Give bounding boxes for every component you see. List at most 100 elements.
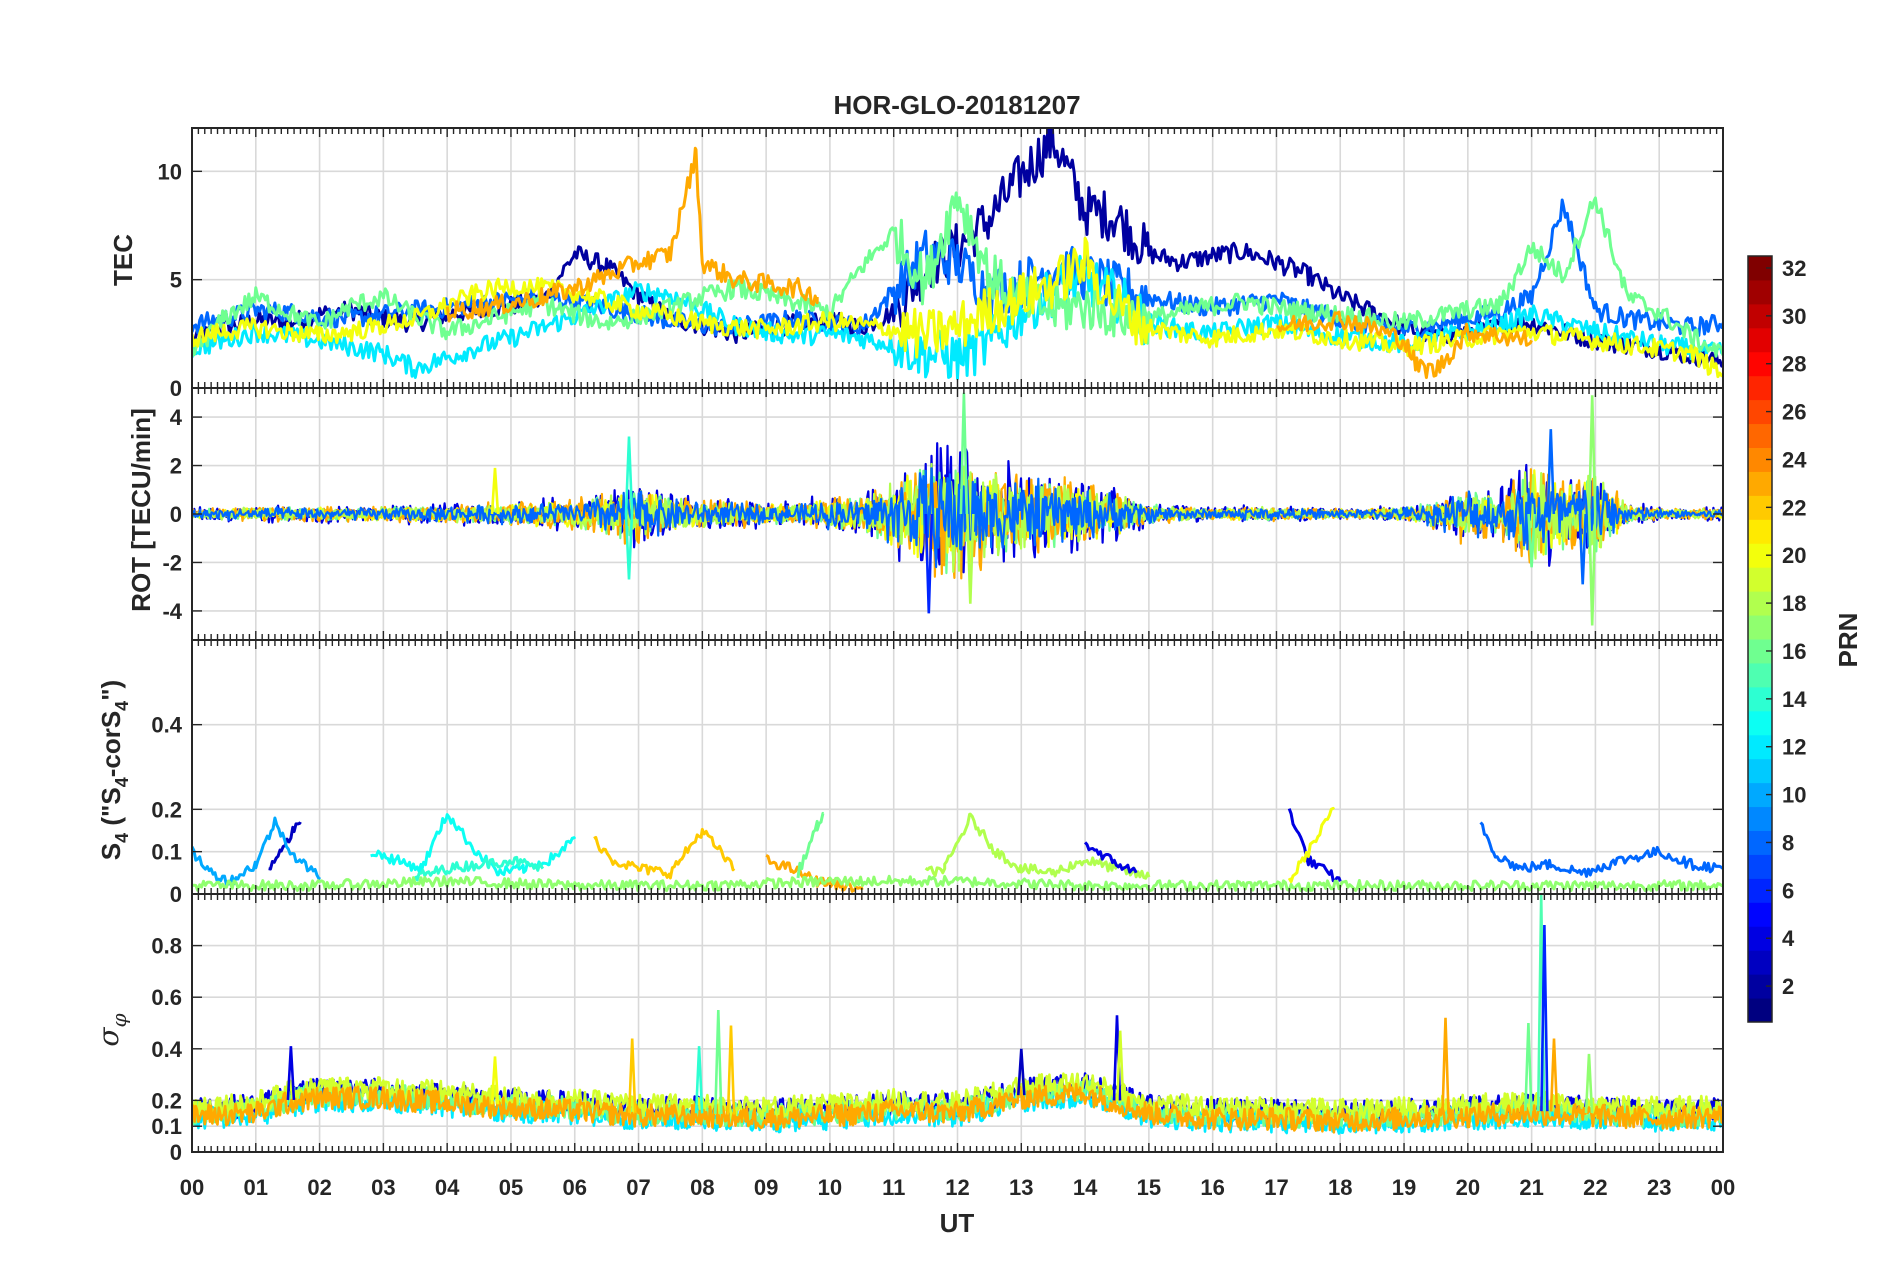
x-tick-label: 01 [244, 1175, 268, 1200]
sigma-spike [726, 1025, 736, 1115]
x-tick-label: 19 [1392, 1175, 1416, 1200]
colorbar-segment [1748, 950, 1772, 975]
sigma-spike [286, 1046, 296, 1100]
colorbar-segment [1748, 279, 1772, 305]
x-tick-label: 08 [690, 1175, 714, 1200]
x-tick-label: 04 [435, 1175, 460, 1200]
colorbar-segment [1748, 758, 1772, 784]
s4-y-label: S4 ("S4-corS4") [96, 680, 132, 860]
sigma-ytick-label: 0.6 [151, 985, 182, 1010]
s4-series-prn-22 [593, 827, 736, 880]
colorbar-label: PRN [1833, 613, 1863, 668]
colorbar-segment [1748, 662, 1772, 688]
rot-spike [1587, 395, 1597, 515]
x-tick-label: 07 [626, 1175, 650, 1200]
colorbar-tick-label: 18 [1782, 591, 1806, 616]
sigma-ytick-label: 0 [170, 1140, 182, 1165]
sigma-ytick-label: 0.2 [151, 1088, 182, 1113]
sigma-spike [1524, 1022, 1533, 1111]
x-tick-label: 02 [307, 1175, 331, 1200]
s4-ytick-label: 0 [170, 882, 182, 907]
x-tick-label: 17 [1264, 1175, 1288, 1200]
s4-ytick-label: 0.1 [151, 840, 182, 865]
rot-spike [1578, 513, 1587, 585]
s4-series-prn-4 [1083, 841, 1138, 874]
s4-series-prn-8 [1479, 821, 1723, 878]
rot-ticks [191, 388, 1724, 640]
rot-ytick-label: -4 [162, 599, 182, 624]
tec-panel: 0 5 10 [158, 127, 1724, 401]
colorbar-tick-label: 2 [1782, 974, 1794, 999]
s4-series-prn-16 [796, 811, 825, 879]
rot-y-label: ROT [TECU/min] [126, 408, 156, 612]
sigma-data [192, 894, 1723, 1135]
rot-data [192, 392, 1723, 626]
sigma-spike [1549, 1038, 1559, 1112]
rot-spike [1587, 513, 1597, 626]
tec-series-prn-23 [445, 146, 819, 323]
colorbar-tick-label: 14 [1782, 687, 1807, 712]
colorbar-tick-label: 12 [1782, 735, 1806, 760]
sigma-ytick-label: 0.1 [151, 1114, 182, 1139]
x-axis-label: UT [940, 1208, 975, 1238]
colorbar-tick-label: 8 [1782, 830, 1794, 855]
x-tick-label: 13 [1009, 1175, 1033, 1200]
colorbar-segment [1748, 854, 1772, 879]
colorbar-segment [1748, 710, 1772, 736]
rot-ytick-label: 2 [170, 454, 182, 479]
sigma-spike [627, 1038, 637, 1113]
x-tick-label: 16 [1200, 1175, 1224, 1200]
x-tick-label: 20 [1456, 1175, 1480, 1200]
colorbar-segment [1748, 327, 1772, 353]
x-tick-label: 03 [371, 1175, 395, 1200]
colorbar-segment [1748, 519, 1772, 544]
sigma-spike [714, 1010, 723, 1114]
x-tick-label: 09 [754, 1175, 778, 1200]
s4-series-prn-18 [924, 812, 1151, 880]
x-tick-label: 18 [1328, 1175, 1352, 1200]
rot-spike [1527, 513, 1536, 568]
x-tick-label: 05 [499, 1175, 523, 1200]
colorbar-tick-label: 6 [1782, 878, 1794, 903]
colorbar-segment [1748, 902, 1772, 927]
colorbar-segment [1748, 998, 1772, 1023]
colorbar-tick-label: 16 [1782, 639, 1806, 664]
colorbar-tick-label: 26 [1782, 400, 1806, 425]
s4-panel: 0 0.1 0.2 0.4 [151, 639, 1724, 907]
x-axis: 00 01 02 03 04 05 06 07 08 09 10 11 12 13 14 15 16 17 18 19… [180, 1175, 1735, 1200]
sigma-spike [1441, 1017, 1450, 1115]
tec-series-prn-23 [1276, 310, 1533, 379]
rot-ytick-label: 0 [170, 502, 182, 527]
x-tick-label: 15 [1137, 1175, 1161, 1200]
colorbar-segment [1748, 471, 1772, 496]
sigma-ytick-label: 0.4 [151, 1037, 182, 1062]
colorbar-segment [1748, 423, 1772, 448]
sigma-spike [1540, 924, 1549, 1112]
s4-ytick-label: 0.4 [151, 713, 182, 738]
colorbar-tick-label: 4 [1782, 926, 1795, 951]
x-tick-label: 10 [818, 1175, 842, 1200]
rot-spike [624, 436, 634, 515]
x-tick-label: 06 [563, 1175, 587, 1200]
sigma-panel: 00.10.2 0.4 0.6 0.8 [151, 893, 1724, 1165]
x-tick-label: 11 [882, 1175, 905, 1200]
colorbar-tick-label: 22 [1782, 495, 1806, 520]
colorbar-tick-label: 10 [1782, 783, 1806, 808]
rot-spike [1546, 429, 1556, 515]
s4-series-prn-20 [1287, 806, 1336, 884]
sigma-spike [490, 1056, 500, 1105]
colorbar-tick-label: 30 [1782, 304, 1806, 329]
tec-series-prn-16 [192, 191, 1723, 358]
s4-series-prn-4 [1287, 808, 1342, 883]
sigma-y-label: σφ [92, 1013, 131, 1046]
sigma-spike [1584, 1053, 1594, 1114]
tec-ytick-label: 5 [170, 268, 182, 293]
tec-y-label: TEC [108, 234, 138, 286]
rot-spike [924, 513, 934, 614]
colorbar-tick-label: 24 [1782, 447, 1807, 472]
sigma-spike [694, 1046, 704, 1114]
s4-series-prn-14 [413, 855, 545, 882]
